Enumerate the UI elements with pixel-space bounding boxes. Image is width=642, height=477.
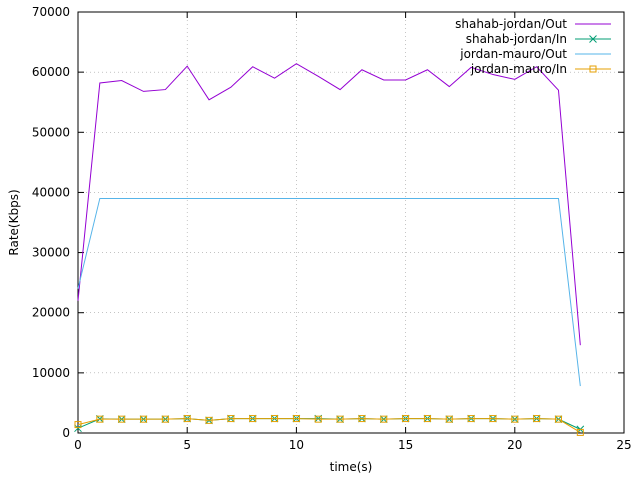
data-point: [118, 415, 126, 423]
x-tick-label: 5: [183, 438, 191, 452]
data-point: [489, 415, 497, 423]
legend-label: shahab-jordan/In: [466, 32, 567, 46]
series-2: [77, 197, 581, 387]
data-point: [576, 428, 584, 436]
data-point: [402, 415, 410, 423]
data-point: [380, 415, 388, 423]
data-point: [74, 424, 82, 433]
legend-label: shahab-jordan/Out: [455, 17, 567, 31]
x-tick-label: 0: [74, 438, 82, 452]
legend-label: jordan-mauro/In: [470, 62, 567, 76]
data-point: [423, 415, 431, 423]
legend-label: jordan-mauro/Out: [459, 47, 567, 61]
x-tick-label: 15: [398, 438, 413, 452]
y-tick-label: 70000: [32, 5, 70, 19]
data-point: [292, 415, 300, 423]
y-tick-label: 40000: [32, 185, 70, 199]
grid: [78, 12, 624, 433]
legend-entry: jordan-mauro/Out: [459, 47, 611, 61]
data-point: [554, 415, 562, 423]
legend: shahab-jordan/Outshahab-jordan/Injordan-…: [455, 17, 611, 76]
series-line: [77, 197, 581, 387]
y-tick-label: 30000: [32, 246, 70, 260]
series-group: [74, 63, 585, 436]
data-point: [161, 415, 169, 423]
y-tick-label: 20000: [32, 306, 70, 320]
y-tick-label: 50000: [32, 125, 70, 139]
y-tick-label: 0: [62, 426, 70, 440]
data-point: [96, 415, 104, 423]
series-line: [77, 418, 581, 433]
y-tick-label: 10000: [32, 366, 70, 380]
data-point: [249, 415, 257, 423]
data-point: [511, 415, 519, 423]
data-point: [533, 415, 541, 423]
data-point: [205, 416, 213, 424]
data-point: [183, 415, 191, 423]
legend-entry: shahab-jordan/Out: [455, 17, 611, 31]
legend-marker: [589, 35, 597, 43]
legend-marker: [589, 65, 597, 73]
series-1: [74, 414, 585, 434]
data-point: [336, 415, 344, 423]
series-3: [74, 415, 584, 436]
x-axis-label: time(s): [330, 460, 373, 474]
plot-border: [77, 11, 625, 434]
legend-entry: jordan-mauro/In: [470, 62, 611, 76]
y-axis-label: Rate(Kbps): [7, 189, 21, 255]
data-point: [74, 421, 82, 429]
data-point: [140, 415, 148, 423]
axis-ticks: 0 5 10 15 20 25 0 10000 20000 30000 40000 50000 6000…: [32, 5, 632, 452]
y-tick-label: 60000: [32, 65, 70, 79]
data-point: [445, 415, 453, 423]
x-tick-label: 25: [616, 438, 631, 452]
series-line: [77, 63, 581, 346]
data-point: [467, 415, 475, 423]
series-line: [77, 418, 581, 430]
data-point: [358, 415, 366, 423]
data-point: [314, 415, 322, 423]
x-tick-label: 20: [507, 438, 522, 452]
legend-entry: shahab-jordan/In: [466, 32, 611, 46]
x-tick-label: 10: [289, 438, 304, 452]
data-point: [227, 415, 235, 423]
data-point: [271, 415, 279, 423]
series-0: [77, 63, 581, 346]
